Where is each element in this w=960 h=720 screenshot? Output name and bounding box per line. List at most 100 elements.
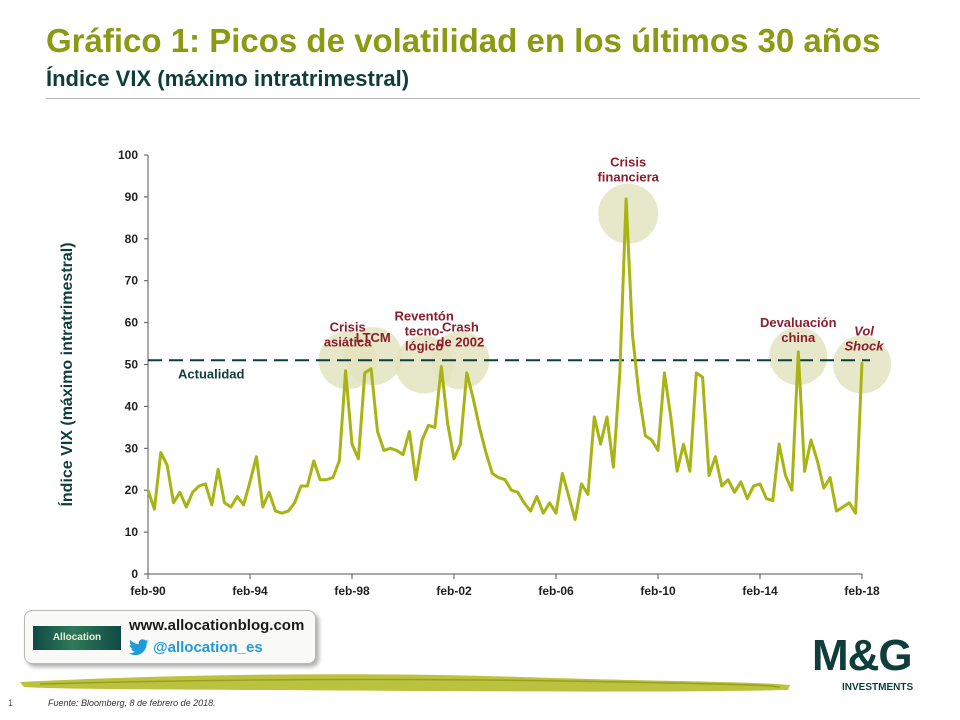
vix-data-point xyxy=(835,510,838,512)
vix-data-point xyxy=(733,491,736,494)
vix-series xyxy=(146,197,864,521)
vix-data-point xyxy=(689,470,691,473)
vix-data-point xyxy=(421,439,423,441)
vix-data-point xyxy=(816,460,819,462)
source-note: Fuente: Bloomberg, 8 de febrero de 2018. xyxy=(48,698,216,708)
annotation-label: Devaluación china xyxy=(760,315,837,345)
vix-data-point xyxy=(274,510,277,512)
chart-title: Gráfico 1: Picos de volatilidad en los ú… xyxy=(46,22,881,59)
mg-investments-logo: M&G INVESTMENTS xyxy=(812,632,928,698)
allocation-logo: Allocation xyxy=(33,626,121,650)
annotation-label-line: lógico xyxy=(405,339,443,354)
y-tick-label: 0 xyxy=(131,567,138,581)
vix-data-point xyxy=(599,443,602,445)
vix-data-point xyxy=(402,453,404,456)
blog-url-link[interactable]: www.allocationblog.com xyxy=(129,617,305,634)
annotation-bubble xyxy=(431,331,490,390)
vix-data-point xyxy=(434,426,436,429)
vix-data-point xyxy=(300,485,302,487)
x-tick-label: feb-94 xyxy=(232,584,268,598)
twitter-handle-link[interactable]: @allocation_es xyxy=(129,639,263,656)
y-tick-label: 30 xyxy=(125,441,139,455)
vix-data-point xyxy=(370,367,372,370)
x-tick-label: feb-18 xyxy=(844,584,880,598)
vix-data-point xyxy=(312,460,315,462)
vix-data-point xyxy=(854,512,857,515)
vix-data-point xyxy=(172,501,175,504)
vix-data-point xyxy=(720,485,723,487)
decorative-brush-stroke xyxy=(20,674,790,692)
page-number: 1 xyxy=(8,698,14,708)
vix-data-point xyxy=(765,497,768,500)
annotation-label-line: Crisis xyxy=(330,319,366,334)
vix-data-point xyxy=(803,470,806,473)
vix-data-point xyxy=(657,449,659,452)
vix-data-point xyxy=(504,478,506,481)
annotation-label-line: asiática xyxy=(324,334,372,349)
vix-data-point xyxy=(236,495,239,498)
vix-data-point xyxy=(536,495,538,498)
annotation-label-line: financiera xyxy=(597,170,659,185)
vix-data-point xyxy=(395,449,398,452)
twitter-bird-icon xyxy=(129,639,149,655)
vix-data-point xyxy=(465,372,468,374)
vix-data-point xyxy=(459,443,462,445)
vix-data-point xyxy=(319,478,321,481)
y-tick-label: 60 xyxy=(125,316,139,330)
vix-data-point xyxy=(147,489,149,492)
vix-data-point xyxy=(644,434,647,437)
vix-data-point xyxy=(293,501,296,504)
x-tick-label: feb-02 xyxy=(436,584,472,598)
vix-data-point xyxy=(555,512,557,515)
vix-data-point xyxy=(523,501,525,504)
x-tick-label: feb-98 xyxy=(334,584,370,598)
vix-data-point xyxy=(561,472,564,475)
y-tick-label: 50 xyxy=(125,358,139,372)
vix-data-point xyxy=(638,393,640,395)
vix-series-line xyxy=(146,197,864,521)
vix-data-point xyxy=(261,506,264,508)
vix-data-point xyxy=(191,491,194,494)
vix-data-point xyxy=(542,512,545,515)
y-ticks: 0 10 20 30 40 50 60 70 80 90 100 xyxy=(118,148,148,581)
vix-data-point xyxy=(587,493,589,496)
vix-data-point xyxy=(210,504,213,506)
vix-data-point xyxy=(759,483,761,485)
vix-data-point xyxy=(791,489,793,492)
vix-data-point xyxy=(752,485,755,487)
x-tick-label: feb-90 xyxy=(130,584,166,598)
vix-data-point xyxy=(663,372,666,374)
vix-data-point xyxy=(682,443,685,445)
annotation-label-line: LTCM xyxy=(356,330,391,345)
blog-box: Allocation www.allocationblog.com @alloc… xyxy=(24,610,316,664)
vix-data-point xyxy=(383,449,385,452)
vix-data-point xyxy=(204,483,207,485)
vix-data-point xyxy=(676,470,678,473)
vix-data-point xyxy=(497,476,500,479)
annotation-label-line: de 2002 xyxy=(437,334,485,349)
actualidad-label: Actualidad xyxy=(178,366,245,381)
y-axis-label: Índice VIX (máximo intratrimestral) xyxy=(57,242,76,506)
vix-data-point xyxy=(510,489,513,492)
annotation-label: Crisis financiera xyxy=(597,155,659,185)
vix-data-point xyxy=(612,466,615,468)
x-tick-label: feb-14 xyxy=(742,584,778,598)
annotation-label-line: Reventón xyxy=(395,309,454,324)
vix-data-point xyxy=(695,372,698,374)
vix-data-point xyxy=(414,478,417,481)
vix-data-point xyxy=(440,365,443,368)
y-tick-label: 100 xyxy=(118,148,138,162)
vix-data-point xyxy=(822,487,825,489)
annotation-label: Reventón tecno-lógico xyxy=(395,309,454,354)
vix-data-point xyxy=(593,416,596,418)
annotation-label-line: Shock xyxy=(844,339,884,354)
vix-data-point xyxy=(281,512,283,515)
y-tick-label: 10 xyxy=(125,525,139,539)
vix-data-point xyxy=(268,491,270,494)
annotation-label: Crisis asiática xyxy=(324,319,372,349)
annotation-label: Vol Shock xyxy=(844,324,884,354)
mg-logo-subtitle: INVESTMENTS xyxy=(842,682,914,693)
vix-data-point xyxy=(230,506,232,508)
